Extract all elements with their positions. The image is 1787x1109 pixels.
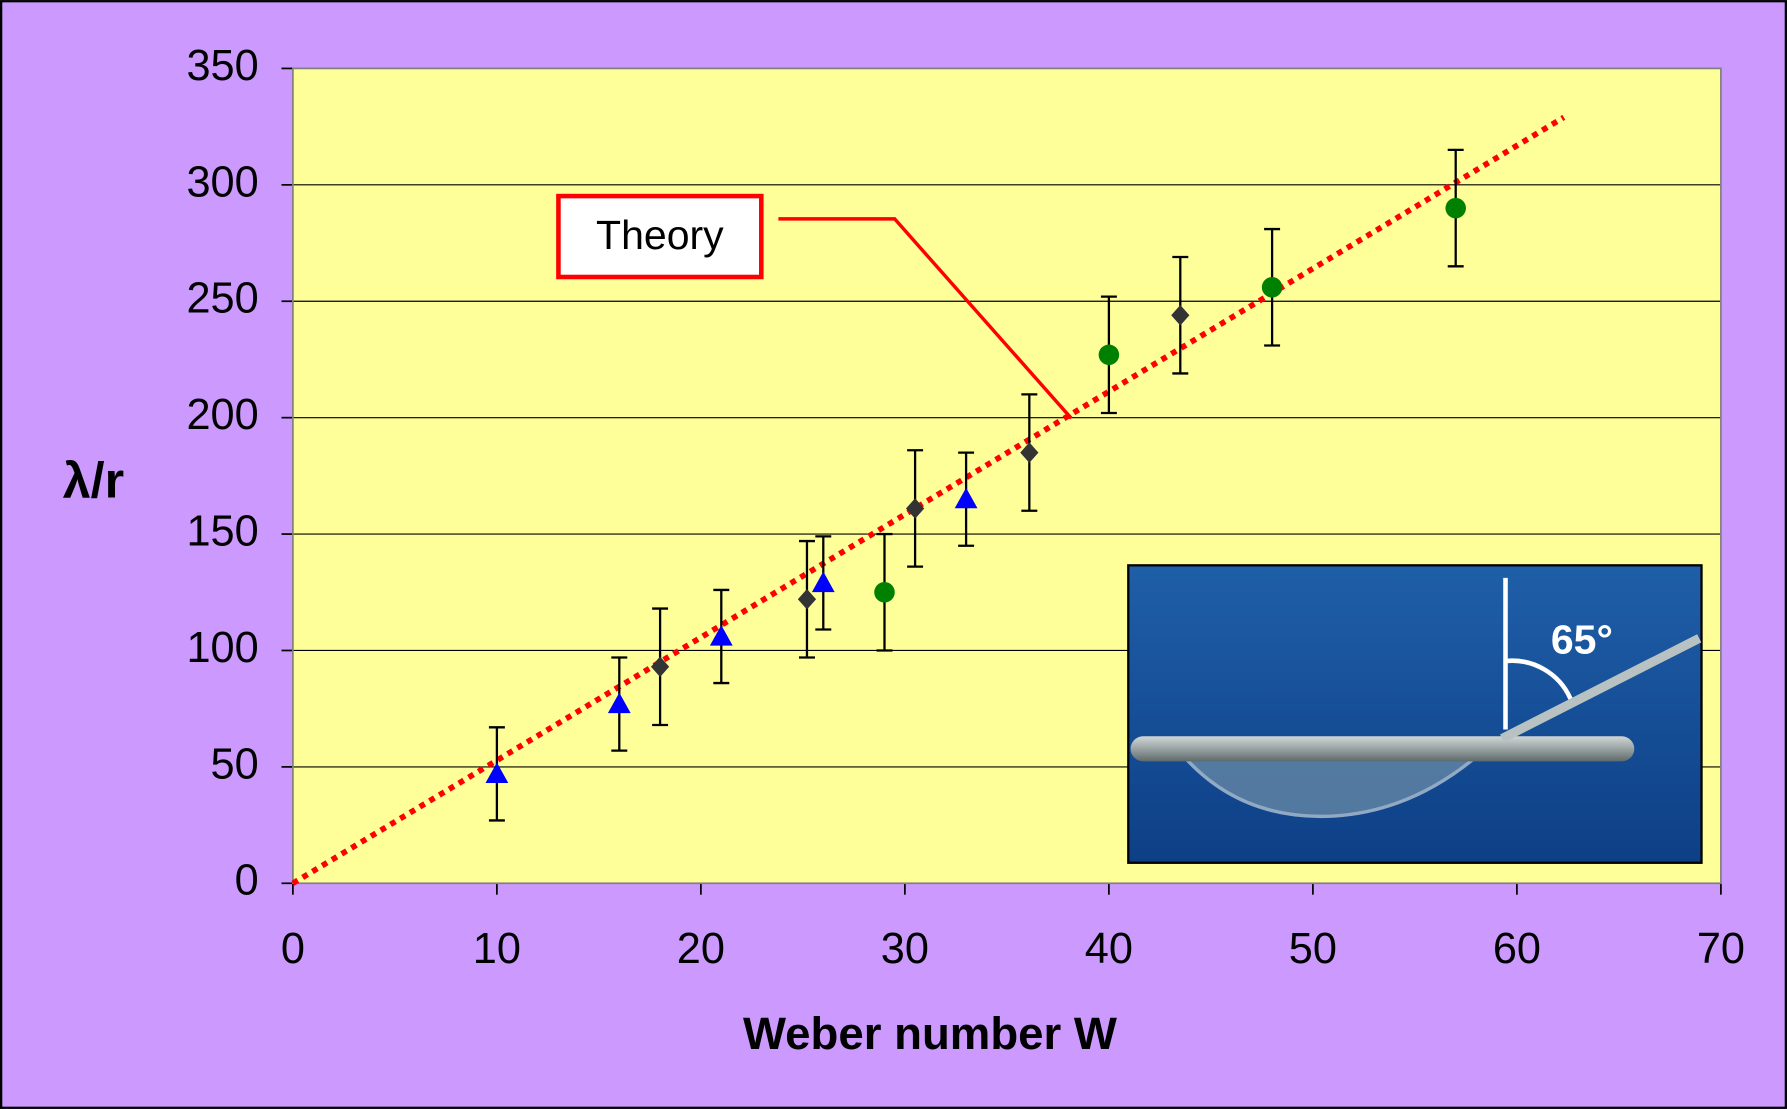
x-axis-title: Weber number W (743, 1008, 1117, 1059)
fiber (1130, 736, 1635, 762)
x-tick-label: 40 (1085, 925, 1133, 973)
x-tick-label: 20 (677, 925, 725, 973)
marker-circle (874, 582, 895, 603)
marker-triangle (954, 487, 978, 509)
marker-circle (1261, 277, 1283, 298)
marker-triangle (709, 625, 733, 646)
theory-line (291, 114, 1566, 886)
y-tick-label: 100 (186, 624, 258, 672)
y-tick-label: 200 (186, 391, 258, 439)
angle-arc (1505, 658, 1573, 700)
marker-diamond (650, 656, 670, 678)
marker-diamond (797, 588, 817, 610)
annotation: Theory (596, 212, 724, 258)
x-tick-label: 50 (1289, 925, 1337, 973)
marker-diamond (1020, 442, 1039, 463)
marker-triangle (485, 762, 509, 783)
needle (1500, 634, 1702, 743)
plot-border (292, 67, 1722, 885)
marker-triangle (811, 571, 835, 593)
marker-triangle (607, 692, 631, 714)
marker-circle (1445, 197, 1466, 219)
y-tick-label: 300 (186, 158, 258, 206)
y-tick-label: 50 (211, 740, 259, 788)
annotation-leader (778, 217, 1073, 420)
y-tick-label: 350 (186, 42, 258, 90)
y-axis-title: λ/r (63, 453, 124, 509)
x-tick-label: 10 (473, 925, 521, 973)
y-tick-label: 250 (186, 275, 258, 323)
x-tick-label: 70 (1697, 925, 1745, 973)
marker-circle (1098, 344, 1120, 366)
y-tick-label: 150 (186, 508, 258, 556)
x-tick-label: 60 (1493, 925, 1541, 973)
inset-frame (1127, 564, 1703, 864)
inset-photo: 65° (1127, 564, 1703, 864)
y-tick-label: 0 (235, 857, 259, 905)
x-tick-label: 0 (281, 925, 305, 973)
droplet (1181, 750, 1487, 819)
inset-label: 65° (1551, 617, 1613, 663)
annotation-box (556, 193, 764, 280)
marker-diamond (1171, 304, 1190, 326)
x-tick-label: 30 (881, 925, 929, 973)
